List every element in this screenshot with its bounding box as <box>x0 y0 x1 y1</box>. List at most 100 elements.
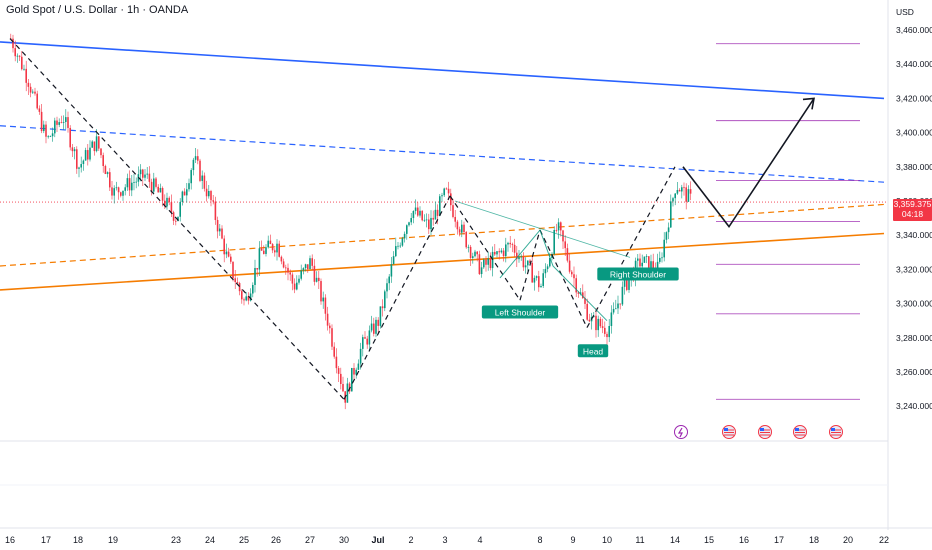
candle-body <box>419 210 421 216</box>
candle-body <box>27 82 30 87</box>
candle-body <box>78 167 80 169</box>
time-axis[interactable]: 16 17 18 19 23 24 25 26 27 30 Jul 2 3 4 8 9 10 11 14 15 16 17… <box>5 535 889 545</box>
economic-events[interactable] <box>674 425 843 439</box>
candle-body <box>577 292 580 294</box>
candle-body <box>183 191 186 196</box>
candle-body <box>144 174 146 178</box>
time-tick-label: 11 <box>635 535 644 545</box>
candle-body <box>109 172 111 188</box>
candle-body <box>509 242 511 245</box>
candle-body <box>447 188 450 194</box>
candle-body <box>102 155 104 166</box>
candle-body <box>412 210 415 219</box>
candle-body <box>379 306 382 326</box>
candle-body <box>533 277 536 283</box>
candle-body <box>467 246 470 248</box>
candle-body <box>549 258 551 267</box>
descending-resistance-dashed-line <box>0 125 885 183</box>
candle-body <box>663 239 665 258</box>
time-tick-label: 20 <box>843 535 853 545</box>
candle-body <box>320 281 322 302</box>
candle-body <box>672 198 674 202</box>
candle-body <box>399 245 401 247</box>
candle-body <box>588 319 591 322</box>
candle-body <box>84 150 87 161</box>
time-tick-label: 17 <box>774 535 784 545</box>
candle-body <box>265 247 267 254</box>
candle-body <box>287 267 289 273</box>
candle-body <box>205 188 208 197</box>
candle-body <box>546 266 549 270</box>
candle-body <box>436 209 439 216</box>
us-flag-event-icon[interactable] <box>722 425 736 439</box>
candle-body <box>247 296 250 301</box>
candle-body <box>458 229 461 233</box>
descending-resistance-line <box>0 41 885 100</box>
candle-body <box>656 261 659 273</box>
annotation-label: Left Shoulder <box>495 307 546 317</box>
candle-body <box>230 256 232 262</box>
trendlines <box>0 41 888 291</box>
candle-body <box>309 258 311 270</box>
candle-body <box>641 262 643 267</box>
candle-body <box>610 312 613 327</box>
candle-body <box>513 244 516 253</box>
candle-body <box>223 238 225 255</box>
annotation-label: Right Shoulder <box>610 270 666 280</box>
candle-body <box>245 296 247 301</box>
candle-body <box>353 368 355 375</box>
time-tick-label: 18 <box>809 535 819 545</box>
time-tick-label: 16 <box>739 535 749 545</box>
candle-body <box>368 330 371 345</box>
candle-body <box>612 308 615 313</box>
candle-body <box>159 187 162 193</box>
annotation-box <box>597 267 679 281</box>
candle-body <box>291 274 294 284</box>
candle-body <box>538 276 540 288</box>
candle-body <box>227 251 230 257</box>
candle-body <box>258 248 261 270</box>
lightning-event-icon[interactable] <box>674 425 688 439</box>
price-tick-label: 3,240.000 <box>896 401 932 411</box>
candle-body <box>179 201 181 217</box>
price-tick-label: 3,400.000 <box>896 128 932 138</box>
candle-body <box>177 216 179 222</box>
candle-body <box>95 136 98 152</box>
candle-body <box>269 240 272 245</box>
candle-body <box>652 261 654 270</box>
us-flag-event-icon[interactable] <box>829 425 843 439</box>
us-flag-event-icon[interactable] <box>793 425 807 439</box>
candle-body <box>51 133 54 137</box>
current-price-tag: 3,359.375 04:18 <box>893 199 932 221</box>
candle-body <box>157 186 159 193</box>
price-tick-label: 3,380.000 <box>896 162 932 172</box>
candle-body <box>342 383 344 392</box>
candle-body <box>21 56 23 70</box>
candle-body <box>194 156 197 160</box>
candle-body <box>454 216 456 222</box>
candle-body <box>150 181 153 192</box>
candle-body <box>225 251 228 255</box>
candle-body <box>89 147 91 160</box>
candle-body <box>282 261 285 268</box>
candle-body <box>289 272 291 275</box>
candle-body <box>364 337 366 339</box>
candle-body <box>32 91 34 93</box>
candle-body <box>597 318 599 331</box>
candle-body <box>175 220 177 222</box>
candle-body <box>568 260 571 272</box>
candle-body <box>56 120 58 125</box>
candle-body <box>390 264 393 277</box>
candle-body <box>489 258 492 269</box>
candle-body <box>124 187 126 191</box>
candle-body <box>241 291 243 300</box>
candle-body <box>168 197 170 203</box>
candle-body <box>62 121 65 123</box>
us-flag-event-icon[interactable] <box>758 425 772 439</box>
candle-body <box>126 178 129 188</box>
candle-body <box>331 328 333 347</box>
candle-body <box>571 271 573 275</box>
flag-canton <box>831 428 835 431</box>
candle-body <box>527 260 529 266</box>
